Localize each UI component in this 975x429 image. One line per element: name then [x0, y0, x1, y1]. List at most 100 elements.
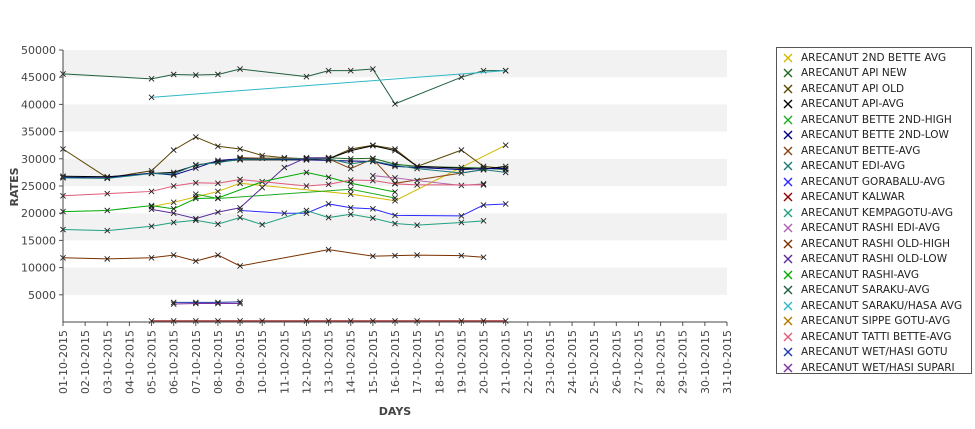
- data-point: [259, 184, 266, 191]
- data-point: [192, 215, 199, 222]
- data-point: [392, 180, 398, 187]
- legend-marker-icon: [783, 301, 793, 311]
- x-tick-label: 18-10-2015: [433, 330, 446, 394]
- y-tick-label: 45000: [21, 71, 56, 84]
- data-point: [148, 254, 155, 261]
- legend-label: ARECANUT API-AVG: [801, 98, 904, 111]
- data-point: [325, 154, 332, 161]
- data-point: [192, 191, 199, 198]
- grid-band: [63, 186, 727, 214]
- data-point: [237, 146, 243, 152]
- legend-marker-icon: [783, 239, 793, 249]
- x-tick-label: 02-10-2015: [79, 330, 92, 394]
- data-point: [325, 155, 332, 162]
- legend-item: ARECANUT KEMPAGOTU-AVG: [781, 205, 971, 221]
- legend-item: ARECANUT TATTI BETTE-AVG: [781, 329, 971, 345]
- data-point: [170, 71, 177, 78]
- x-tick-label: 15-10-2015: [367, 330, 380, 394]
- legend-item: ARECANUT RASHI OLD-LOW: [781, 252, 971, 268]
- data-point: [414, 165, 421, 172]
- data-point: [237, 204, 243, 211]
- legend-label: ARECANUT SARAKU-AVG: [801, 284, 930, 297]
- series-line: [240, 203, 506, 217]
- legend-marker-icon: [783, 254, 793, 264]
- data-point: [480, 181, 487, 188]
- data-point: [215, 317, 221, 324]
- data-point: [392, 317, 398, 324]
- legend-marker-icon: [783, 161, 793, 171]
- series-line: [62, 158, 506, 179]
- series-16: [148, 67, 509, 101]
- data-point: [458, 147, 465, 154]
- data-point: [347, 177, 354, 183]
- data-point: [369, 155, 376, 162]
- data-point: [458, 170, 465, 176]
- data-point: [170, 219, 177, 226]
- legend-label: ARECANUT GORABALU-AVG: [801, 175, 946, 188]
- legend-label: ARECANUT BETTE-AVG: [801, 144, 921, 157]
- data-point: [215, 180, 221, 187]
- data-point: [369, 172, 376, 179]
- series-18: [60, 176, 487, 199]
- y-tick-label: 25000: [21, 180, 56, 193]
- data-point: [369, 215, 376, 222]
- data-point: [347, 165, 354, 172]
- x-tick-label: 12-10-2015: [300, 330, 313, 394]
- grid-band: [63, 267, 727, 295]
- legend-marker-icon: [783, 177, 793, 187]
- y-tick-label: 35000: [21, 126, 56, 139]
- data-point: [237, 300, 243, 307]
- series-13: [148, 154, 332, 222]
- data-point: [325, 181, 332, 188]
- data-point: [392, 197, 398, 204]
- data-point: [170, 199, 177, 206]
- data-point: [215, 252, 221, 259]
- data-point: [148, 167, 155, 174]
- legend-item: ARECANUT SARAKU-AVG: [781, 283, 971, 299]
- x-tick-label: 28-10-2015: [655, 330, 668, 394]
- data-point: [414, 181, 421, 188]
- data-point: [369, 317, 376, 324]
- data-point: [369, 205, 376, 212]
- data-point: [502, 317, 509, 324]
- x-tick-label: 07-10-2015: [190, 330, 203, 394]
- grid-band: [63, 240, 727, 268]
- x-tick-label: 20-10-2015: [478, 330, 491, 394]
- series-12: [60, 246, 487, 269]
- legend-item: ARECANUT EDI-AVG: [781, 159, 971, 175]
- data-point: [325, 67, 332, 74]
- data-point: [414, 317, 421, 324]
- data-point: [414, 252, 421, 259]
- data-point: [369, 66, 376, 72]
- data-point: [325, 201, 332, 207]
- data-point: [414, 177, 421, 184]
- x-tick-label: 16-10-2015: [389, 330, 402, 394]
- series-layer: [60, 66, 509, 324]
- data-point: [369, 142, 376, 149]
- series-line: [62, 209, 484, 232]
- x-tick-label: 09-10-2015: [234, 330, 247, 394]
- x-tick-label: 06-10-2015: [168, 330, 181, 394]
- x-tick-label: 21-10-2015: [500, 330, 513, 394]
- data-point: [392, 195, 398, 201]
- legend-item: ARECANUT KALWAR: [781, 190, 971, 206]
- y-tick-label: 10000: [21, 262, 56, 275]
- legend-marker-icon: [783, 53, 793, 63]
- x-tick-label: 24-10-2015: [566, 330, 579, 394]
- x-tick-label: 05-10-2015: [146, 330, 159, 394]
- data-point: [502, 201, 509, 207]
- legend-label: ARECANUT KALWAR: [801, 191, 905, 204]
- legend-label: ARECANUT RASHI OLD-LOW: [801, 253, 948, 266]
- legend-item: ARECANUT RASHI-AVG: [781, 267, 971, 283]
- data-point: [148, 170, 155, 177]
- data-point: [215, 159, 221, 166]
- data-point: [259, 317, 266, 324]
- x-axis-ticks: 01-10-2015 02-10-2015 03-10-2015 04-10-2015…: [57, 322, 734, 394]
- series-8: [237, 201, 509, 219]
- data-point: [104, 227, 111, 234]
- axes: [62, 50, 727, 323]
- series-line: [173, 303, 241, 305]
- x-tick-label: 26-10-2015: [610, 330, 623, 394]
- legend-item: ARECANUT GORABALU-AVG: [781, 174, 971, 190]
